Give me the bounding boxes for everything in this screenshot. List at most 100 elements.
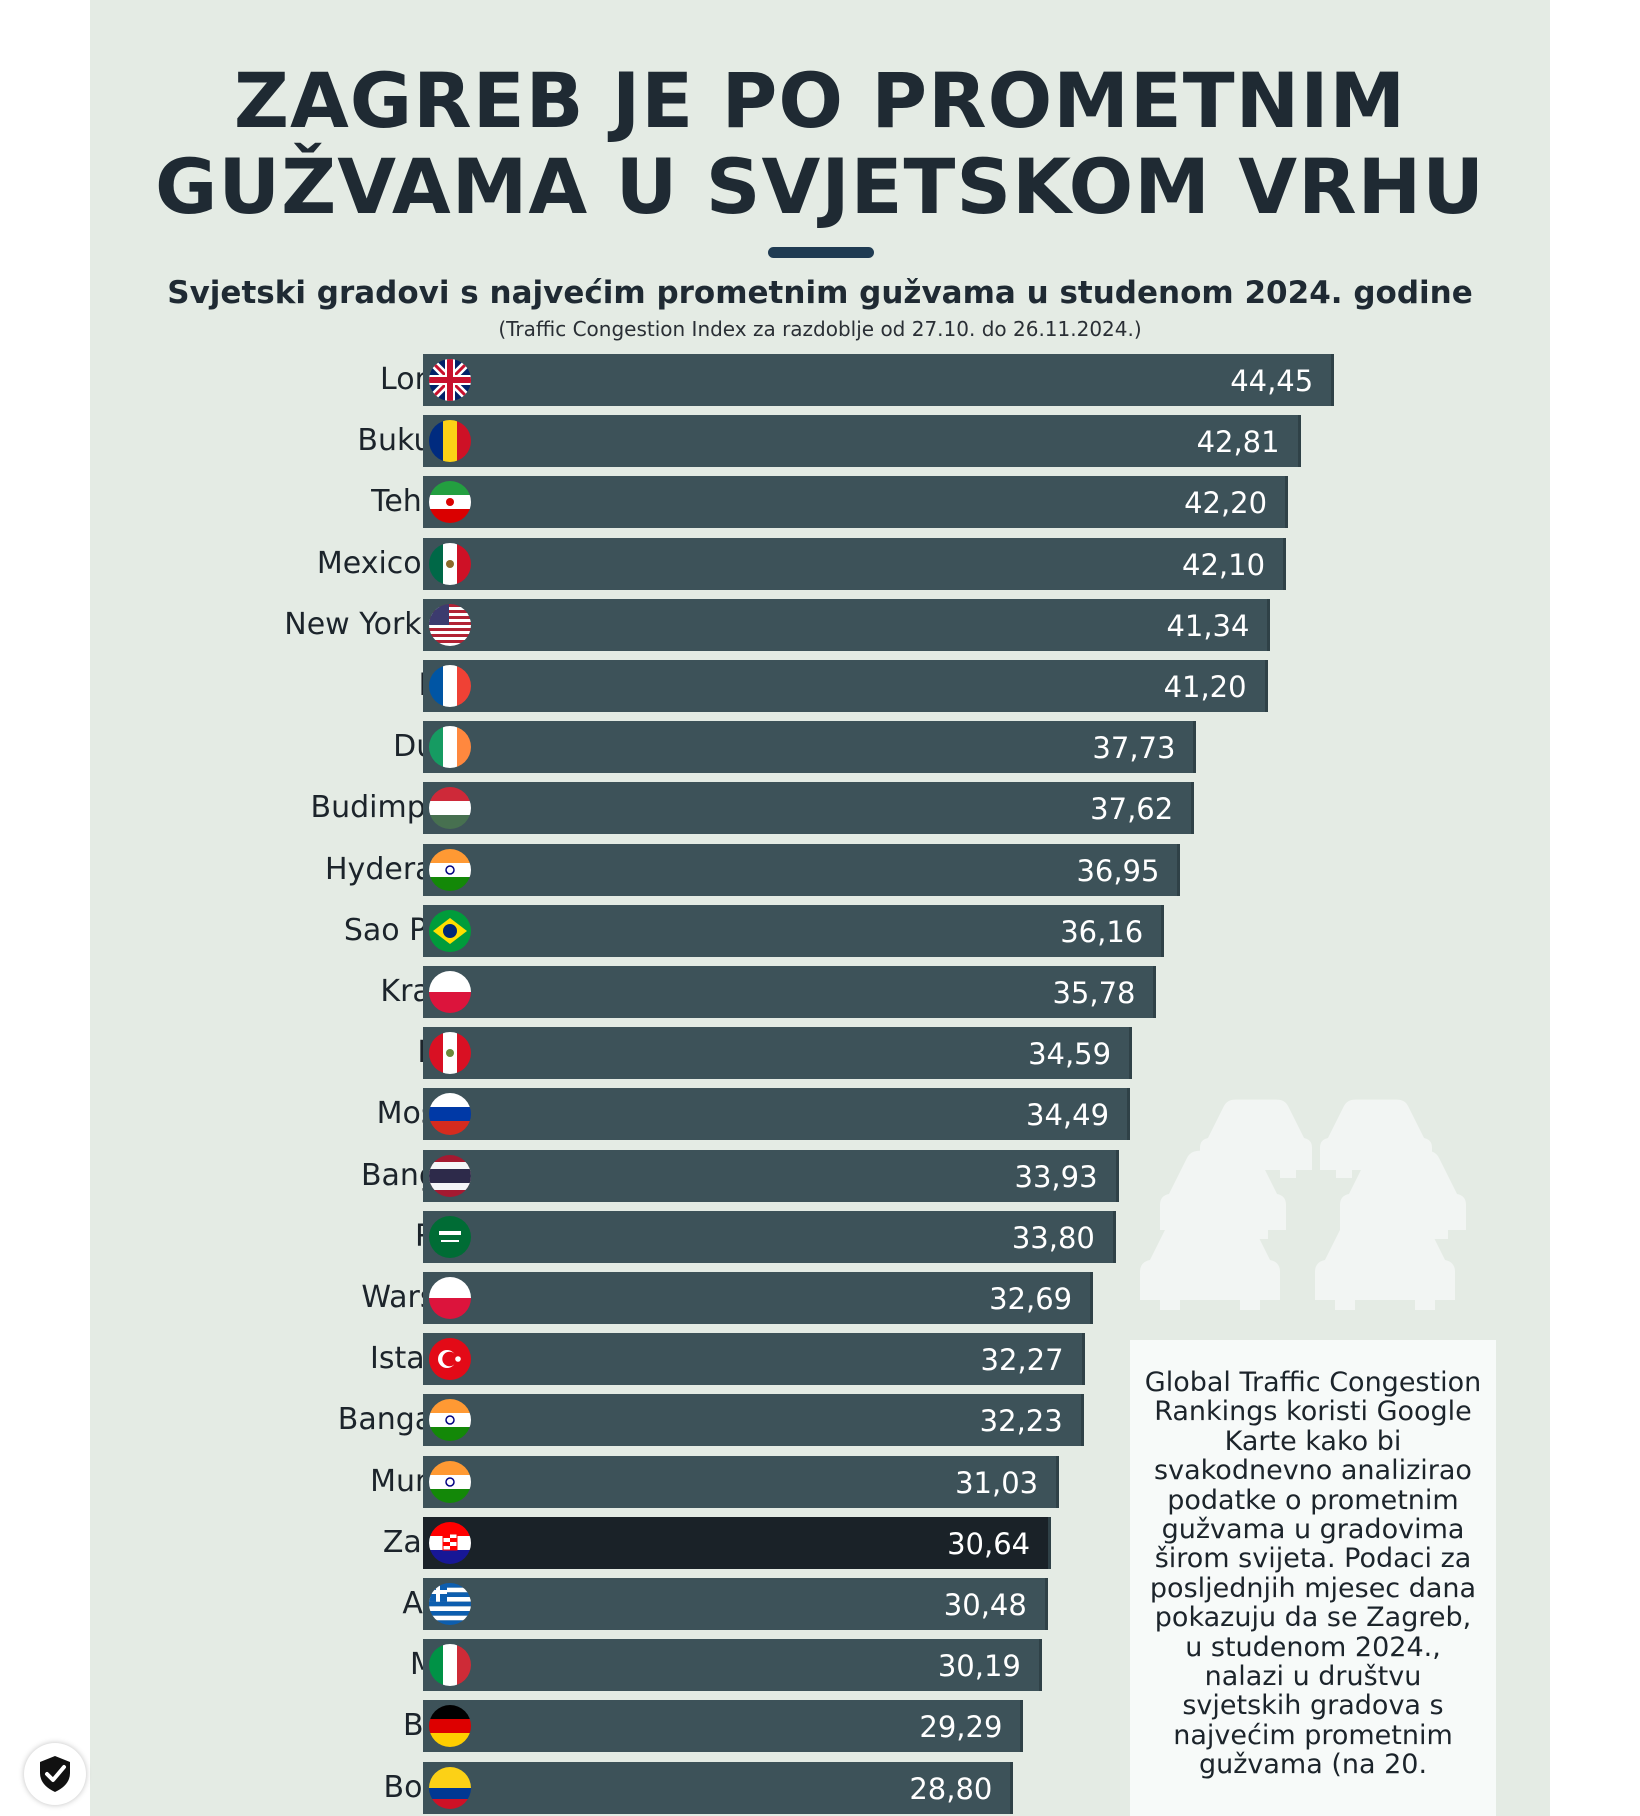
flag-brazil-icon <box>429 909 471 952</box>
bar: 28,80 <box>423 1761 1014 1814</box>
bar-value: 37,62 <box>1090 792 1174 827</box>
flag-peru-icon <box>429 1032 471 1075</box>
flag-colombia-icon <box>429 1766 471 1809</box>
flag-greece-icon <box>429 1583 471 1625</box>
bar: 41,20 <box>423 660 1268 712</box>
bar-row: Moskva34,49 <box>90 1086 1550 1142</box>
bar-value: 44,45 <box>1230 364 1314 398</box>
bar: 35,78 <box>423 966 1157 1018</box>
bar-value: 30,48 <box>943 1588 1027 1622</box>
bar-row: Dublin37,73 <box>90 719 1550 775</box>
flag-italy-icon <box>429 1644 471 1687</box>
flag-uk-icon <box>429 359 471 401</box>
bar-row: Pariz41,20 <box>90 658 1550 714</box>
bar: 37,73 <box>423 721 1197 774</box>
bar-value: 30,64 <box>947 1526 1031 1561</box>
flag-india-icon <box>429 1399 471 1442</box>
bar-value: 28,80 <box>909 1771 993 1806</box>
bar-value: 33,80 <box>1011 1220 1095 1255</box>
bar: 36,16 <box>423 904 1165 957</box>
bar-value: 32,69 <box>989 1282 1073 1316</box>
bar: 33,93 <box>423 1149 1119 1202</box>
flag-india-icon <box>429 848 471 891</box>
bar-value: 34,49 <box>1026 1098 1110 1133</box>
bar-value: 29,29 <box>919 1710 1003 1745</box>
bar-row: Waršava32,69 <box>90 1270 1550 1326</box>
bar: 30,19 <box>423 1639 1042 1692</box>
flag-germany-icon <box>429 1705 471 1748</box>
bar-row: Berlin29,29 <box>90 1698 1550 1754</box>
bar-value: 42,20 <box>1184 486 1268 521</box>
bar: 42,10 <box>423 537 1287 590</box>
flag-mexico-icon <box>429 542 471 585</box>
bar: 31,03 <box>423 1455 1060 1508</box>
info-box: Global Traffic Congestion Rankings koris… <box>1130 1340 1496 1816</box>
bar-row: Bukurešt42,81 <box>90 413 1550 469</box>
bar-value: 31,03 <box>955 1465 1039 1500</box>
bar-value: 30,19 <box>937 1649 1021 1684</box>
flag-france-icon <box>429 665 471 707</box>
bar: 42,20 <box>423 476 1289 529</box>
car-icon <box>1140 1099 1466 1310</box>
bar-row: New York City 41,34 <box>90 597 1550 653</box>
flag-poland-icon <box>429 1277 471 1319</box>
title-line-1: ZAGREB JE PO PROMETNIM <box>233 56 1407 145</box>
chart-note: (Traffic Congestion Index za razdoblje o… <box>498 317 1142 341</box>
flag-india-icon <box>429 1460 471 1503</box>
bar-row: Lima34,59 <box>90 1025 1550 1081</box>
flag-romania-icon <box>429 420 471 463</box>
bar-row: Teheran42,20 <box>90 474 1550 530</box>
bar: 41,34 <box>423 598 1271 651</box>
title-line-2: GUŽVAMA U SVJETSKOM VRHU <box>155 142 1485 231</box>
bar-row: Mumbai31,03 <box>90 1454 1550 1510</box>
bar: 34,49 <box>423 1088 1131 1141</box>
bar-row: Krakow35,78 <box>90 964 1550 1020</box>
chart-subtitle: Svjetski gradovi s najvećim prometnim gu… <box>167 275 1473 311</box>
bar-row: Hyderabad 36,95 <box>90 842 1550 898</box>
bar: 34,59 <box>423 1027 1133 1080</box>
flag-russia-icon <box>429 1093 471 1136</box>
bar-value: 42,10 <box>1182 547 1266 582</box>
bar: 29,29 <box>423 1700 1024 1753</box>
info-text: Global Traffic Congestion Rankings koris… <box>1144 1367 1482 1781</box>
flag-hungary-icon <box>429 787 471 830</box>
flag-ireland-icon <box>429 726 471 769</box>
bar-row: Budimpešta 37,62 <box>90 780 1550 836</box>
bar-value: 41,34 <box>1166 608 1250 643</box>
flag-croatia-icon <box>429 1521 471 1564</box>
bar-row: Bangkok33,93 <box>90 1148 1550 1204</box>
bar: 42,81 <box>423 415 1301 468</box>
bar-row: Milan30,19 <box>90 1637 1550 1693</box>
bar: 32,23 <box>423 1394 1084 1447</box>
flag-thailand-icon <box>429 1154 471 1197</box>
bar-row: Bangalore 32,23 <box>90 1392 1550 1448</box>
bar-value: 41,20 <box>1163 670 1247 704</box>
bar-value: 36,16 <box>1060 914 1144 949</box>
bar-value: 34,59 <box>1028 1037 1112 1072</box>
bar: 32,27 <box>423 1333 1085 1386</box>
bar-row: Sao Paulo 36,16 <box>90 903 1550 959</box>
bar-value: 35,78 <box>1052 976 1136 1010</box>
bar: 30,48 <box>423 1578 1048 1630</box>
bar-value: 37,73 <box>1092 731 1176 766</box>
bar-row: Zagreb30,64 <box>90 1515 1550 1571</box>
bar: 37,62 <box>423 782 1195 835</box>
bar-row: Atena30,48 <box>90 1576 1550 1632</box>
bar-row: Mexico City 42,10 <box>90 536 1550 592</box>
title-divider <box>768 247 874 258</box>
bar-chart: London44,45Bukurešt42,81Teheran42,20 Mexi… <box>90 0 1550 1816</box>
bar: 44,45 <box>423 354 1335 406</box>
bar-row: Bogota28,80 <box>90 1760 1550 1816</box>
bar-row: Rijad33,80 <box>90 1209 1550 1265</box>
flag-iran-icon <box>429 481 471 524</box>
bar: 33,80 <box>423 1210 1116 1263</box>
page-title: ZAGREB JE PO PROMETNIM GUŽVAMA U SVJETSK… <box>90 58 1550 230</box>
verified-badge[interactable] <box>24 1743 86 1805</box>
bar: 32,69 <box>423 1272 1094 1324</box>
bar-value: 42,81 <box>1196 425 1280 460</box>
bar-value: 33,93 <box>1014 1159 1098 1194</box>
flag-saudi-icon <box>429 1215 471 1258</box>
infographic-card: ZAGREB JE PO PROMETNIM GUŽVAMA U SVJETSK… <box>90 0 1550 1816</box>
flag-turkey-icon <box>429 1338 471 1381</box>
bar-value: 36,95 <box>1076 853 1160 888</box>
